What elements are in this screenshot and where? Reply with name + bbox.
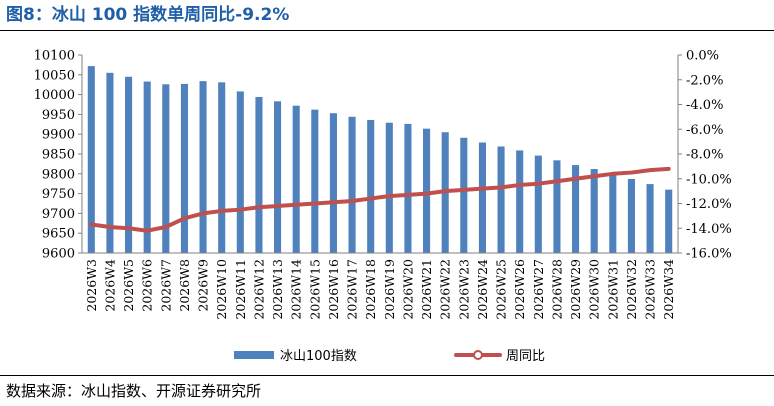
x-tick-label: 2026W14 bbox=[289, 259, 304, 320]
left-tick-label: 10000 bbox=[34, 88, 75, 103]
x-tick-label: 2026W25 bbox=[494, 259, 509, 320]
bar-2026W33 bbox=[646, 184, 654, 253]
bar-2026W10 bbox=[218, 82, 226, 253]
legend-label-bar: 冰山100指数 bbox=[280, 349, 357, 364]
x-tick-label: 2026W7 bbox=[158, 259, 173, 312]
bar-2026W21 bbox=[423, 128, 431, 253]
x-tick-label: 2026W32 bbox=[624, 259, 639, 320]
x-tick-label: 2026W22 bbox=[438, 259, 453, 320]
bar-2026W28 bbox=[553, 160, 561, 253]
x-tick-label: 2026W34 bbox=[661, 259, 676, 320]
x-tick-label: 2026W21 bbox=[419, 259, 434, 320]
legend-marker-line bbox=[473, 350, 483, 360]
bar-2026W27 bbox=[534, 155, 542, 253]
x-tick-label: 2026W29 bbox=[568, 259, 583, 320]
bar-2026W30 bbox=[590, 169, 598, 253]
x-axis-ticks: 2026W3 2026W4 2026W5 2026W6 2026W7 2026W8 2026… bbox=[84, 259, 676, 320]
bar-2026W34 bbox=[665, 189, 673, 253]
x-tick-label: 2026W8 bbox=[177, 259, 192, 312]
x-tick-label: 2026W23 bbox=[456, 259, 471, 320]
x-tick-label: 2026W20 bbox=[400, 259, 415, 320]
x-tick-label: 2026W5 bbox=[121, 259, 136, 312]
bottom-rule bbox=[0, 375, 774, 376]
legend-label-line: 周同比 bbox=[506, 349, 545, 364]
x-tick-label: 2026W3 bbox=[84, 259, 99, 312]
right-tick-label: 0.0% bbox=[686, 49, 719, 64]
bar-2026W3 bbox=[87, 66, 95, 253]
left-tick-label: 9950 bbox=[42, 108, 75, 123]
x-tick-label: 2026W11 bbox=[233, 259, 248, 320]
x-tick-label: 2026W27 bbox=[531, 259, 546, 320]
line-series bbox=[89, 166, 671, 233]
left-tick-label: 9800 bbox=[42, 167, 75, 182]
right-tick-label: -8.0% bbox=[686, 148, 723, 163]
bar-2026W15 bbox=[311, 109, 319, 254]
bar-2026W11 bbox=[236, 91, 244, 254]
x-tick-label: 2026W17 bbox=[345, 259, 360, 320]
bar-2026W19 bbox=[385, 122, 393, 253]
figure-title: 图8：冰山 100 指数单周同比-9.2% bbox=[6, 5, 290, 25]
x-tick-label: 2026W12 bbox=[251, 259, 266, 320]
right-tick-label: -16.0% bbox=[686, 247, 732, 262]
x-tick-label: 2026W28 bbox=[549, 259, 564, 320]
x-tick-label: 2026W13 bbox=[270, 259, 285, 320]
left-tick-label: 10100 bbox=[34, 49, 75, 64]
legend-swatch-bar bbox=[234, 351, 274, 359]
x-tick-label: 2026W16 bbox=[326, 259, 341, 320]
left-tick-label: 9700 bbox=[42, 207, 75, 222]
right-tick-label: -2.0% bbox=[686, 73, 723, 88]
x-tick-label: 2026W10 bbox=[214, 259, 229, 320]
bar-series bbox=[87, 66, 673, 254]
bar-2026W4 bbox=[106, 72, 114, 253]
bar-2026W25 bbox=[497, 146, 505, 253]
bar-2026W20 bbox=[404, 123, 412, 254]
bar-2026W31 bbox=[609, 174, 617, 253]
right-axis-ticks: 0.0% -2.0% -4.0% -6.0% -8.0% -10.0% -12.0% -14.… bbox=[678, 49, 732, 262]
line-yoy bbox=[89, 166, 671, 233]
bar-2026W18 bbox=[367, 119, 375, 253]
x-tick-label: 2026W6 bbox=[140, 259, 155, 312]
x-tick-label: 2026W31 bbox=[605, 259, 620, 320]
left-tick-label: 9650 bbox=[42, 227, 75, 242]
bar-2026W26 bbox=[516, 150, 524, 253]
legend: 冰山100指数 周同比 bbox=[234, 349, 545, 364]
bar-2026W29 bbox=[572, 165, 580, 253]
bar-2026W12 bbox=[255, 96, 263, 253]
bar-2026W5 bbox=[125, 76, 133, 253]
left-tick-label: 9850 bbox=[42, 148, 75, 163]
top-rule bbox=[0, 30, 774, 31]
x-tick-label: 2026W19 bbox=[382, 259, 397, 320]
source-note: 数据来源：冰山指数、开源证券研究所 bbox=[6, 382, 262, 400]
x-tick-label: 2026W9 bbox=[196, 259, 211, 312]
x-tick-label: 2026W26 bbox=[512, 259, 527, 320]
x-tick-label: 2026W18 bbox=[363, 259, 378, 320]
bar-2026W14 bbox=[292, 105, 300, 253]
bar-2026W32 bbox=[627, 178, 635, 253]
chart: 9600 9650 9700 9750 9800 9850 9900 9950 10000 100… bbox=[34, 49, 732, 365]
bar-2026W8 bbox=[180, 83, 188, 253]
x-tick-label: 2026W33 bbox=[643, 259, 658, 320]
bar-2026W16 bbox=[329, 113, 337, 254]
bar-2026W17 bbox=[348, 116, 356, 253]
bar-2026W7 bbox=[162, 84, 170, 253]
left-tick-label: 9750 bbox=[42, 187, 75, 202]
bar-2026W13 bbox=[274, 101, 282, 253]
bar-2026W24 bbox=[478, 142, 486, 253]
bar-2026W9 bbox=[199, 81, 207, 253]
x-tick-label: 2026W24 bbox=[475, 259, 490, 320]
left-tick-label: 9600 bbox=[42, 247, 75, 262]
right-tick-label: -10.0% bbox=[686, 172, 732, 187]
left-tick-label: 9900 bbox=[42, 128, 75, 143]
right-tick-label: -14.0% bbox=[686, 222, 732, 237]
x-tick-label: 2026W4 bbox=[102, 259, 117, 312]
right-tick-label: -6.0% bbox=[686, 123, 723, 138]
bar-2026W23 bbox=[460, 137, 468, 253]
bar-2026W6 bbox=[143, 81, 151, 253]
right-tick-label: -4.0% bbox=[686, 98, 723, 113]
left-axis-ticks: 9600 9650 9700 9750 9800 9850 9900 9950 10000 100… bbox=[34, 49, 82, 262]
x-tick-label: 2026W30 bbox=[587, 259, 602, 320]
x-tick-label: 2026W15 bbox=[307, 259, 322, 320]
left-tick-label: 10050 bbox=[34, 68, 75, 83]
right-tick-label: -12.0% bbox=[686, 197, 732, 212]
